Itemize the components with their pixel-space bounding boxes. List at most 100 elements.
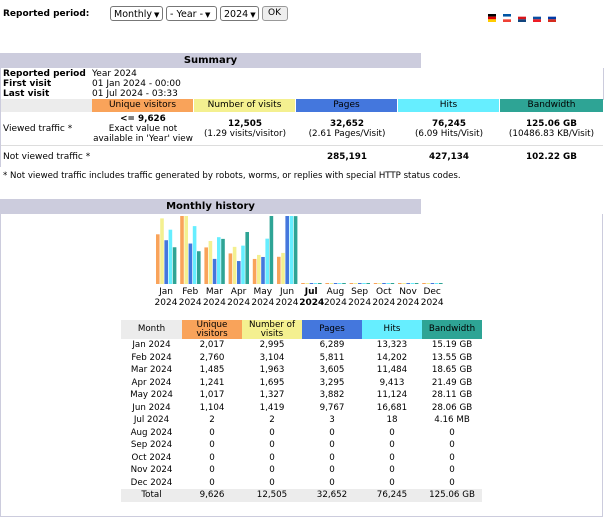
reported-period-row-label: Reported period (3, 69, 86, 79)
bar-unique-visitors-5 (252, 258, 257, 284)
month: Jan (159, 287, 173, 297)
reported-period-bar: Reported period: Monthly ▼ - Year - ▼ 2024… (0, 0, 604, 28)
bar-pages-9 (358, 283, 362, 284)
bar-hits-3 (217, 237, 221, 284)
month-cell: Jul 2024 (133, 415, 170, 426)
monthly-history-panel (0, 214, 603, 517)
german-flag-icon[interactable] (487, 14, 497, 22)
chart-month-label: Feb 2024 (178, 287, 202, 309)
bar-unique-visitors-9 (349, 283, 354, 284)
bar-bandwidth-2 (197, 251, 201, 284)
table-row: Feb 2024 2,760 3,104 5,811 14,202 13.55 GB (121, 352, 482, 365)
bar-hits-7 (313, 283, 318, 284)
not-viewed-pages: 285,191 (326, 152, 368, 162)
value-cell: 0 (269, 465, 275, 476)
day-year-select[interactable]: - Year - ▼ (166, 6, 217, 21)
value-cell: 21.49 GB (431, 377, 473, 388)
bar-pages-12 (430, 283, 435, 284)
bar-unique-visitors-1 (156, 234, 160, 284)
bar-pages-5 (261, 256, 265, 284)
monthly-history-header: Monthly history (0, 200, 421, 215)
value-cell: 0 (269, 477, 275, 488)
bar-bandwidth-7 (318, 283, 322, 284)
bar-number-of-visits-11 (402, 283, 406, 284)
value-cell: 1,327 (259, 390, 285, 401)
value-cell: 5,811 (319, 352, 345, 363)
bar-bandwidth-1 (172, 247, 177, 284)
value-cell: 16,681 (376, 402, 408, 413)
language-flags (487, 14, 557, 22)
col-visits: Number of visits (194, 99, 296, 112)
value-cell: 28.06 GB (431, 402, 473, 413)
divider (0, 53, 421, 54)
month-cell: Mar 2024 (130, 365, 173, 376)
bar-hits-4 (241, 245, 245, 284)
viewed-unique-visitors: <= 9,626 (120, 114, 166, 124)
slovak-flag-icon[interactable] (532, 14, 542, 22)
value-cell: 3,104 (259, 352, 285, 363)
month: Nov (399, 287, 417, 297)
bar-hits-9 (362, 283, 366, 284)
bar-hits-10 (386, 283, 390, 284)
month: Apr (230, 287, 247, 297)
ok-button[interactable]: OK (262, 6, 288, 21)
summary-corner (0, 99, 92, 112)
year: 2024 (299, 298, 325, 308)
russian-flag-icon[interactable] (547, 14, 557, 22)
year: 2024 (154, 298, 178, 308)
traffic-footnote: * Not viewed traffic includes traffic ge… (3, 171, 461, 181)
month-cell: Jan 2024 (132, 340, 171, 351)
value-cell: 1,241 (199, 377, 225, 388)
value-cell: 0 (389, 452, 395, 463)
czech-flag-icon[interactable] (517, 14, 527, 22)
year: 2024 (348, 298, 372, 308)
month-select[interactable]: Monthly ▼ (110, 6, 163, 21)
table-row: Jun 2024 1,104 1,419 9,767 16,681 28.06 GB (121, 402, 482, 415)
bar-pages-7 (309, 283, 314, 284)
value-cell: 2,995 (259, 340, 285, 351)
month-cell: Sep 2024 (130, 440, 173, 451)
value-cell: 1,104 (199, 402, 225, 413)
value-cell: 0 (209, 452, 215, 463)
bar-unique-visitors-7 (301, 283, 305, 284)
divider (0, 67, 1, 167)
value-cell: 0 (389, 465, 395, 476)
value-cell: 0 (389, 477, 395, 488)
month: Feb (182, 287, 199, 297)
total-visits: 12,505 (256, 490, 288, 501)
year: 2024 (396, 298, 420, 308)
bar-unique-visitors-8 (325, 283, 329, 284)
month: May (253, 287, 273, 297)
chart-month-label: May 2024 (251, 287, 275, 309)
th-visits: Number of visits (242, 320, 302, 339)
total-unique-visitors: 9,626 (199, 490, 225, 501)
viewed-unique-note-1: Exact value not (108, 124, 178, 134)
value-cell: 0 (209, 440, 215, 451)
bar-bandwidth-9 (366, 283, 370, 284)
bar-number-of-visits-5 (257, 254, 261, 284)
bar-unique-visitors-12 (422, 283, 426, 284)
table-row: Apr 2024 1,241 1,695 3,295 9,413 21.49 GB (121, 377, 482, 390)
value-cell: 0 (269, 452, 275, 463)
year-select[interactable]: 2024 ▼ (220, 6, 259, 21)
year: 2024 (372, 298, 396, 308)
month: Dec (423, 287, 441, 297)
french-flag-icon[interactable] (502, 14, 512, 22)
not-viewed-hits: 427,134 (428, 152, 470, 162)
bar-number-of-visits-4 (232, 246, 237, 284)
table-row: Aug 2024 0 0 0 0 0 (121, 427, 482, 440)
value-cell: 28.11 GB (431, 390, 473, 401)
chart-month-label: Aug 2024 (323, 287, 347, 309)
th-month: Month (121, 320, 182, 339)
month: Oct (376, 287, 392, 297)
value-cell: 1,017 (199, 390, 225, 401)
value-cell: 11,124 (376, 390, 408, 401)
bar-pages-10 (382, 283, 386, 284)
year: 2024 (202, 298, 226, 308)
bar-bandwidth-4 (245, 232, 249, 284)
value-cell: 18 (386, 415, 398, 426)
chevron-down-icon: ▼ (154, 11, 160, 19)
th-bandwidth: Bandwidth (422, 320, 482, 339)
total-label: Total (141, 490, 162, 501)
bar-bandwidth-10 (390, 283, 395, 284)
